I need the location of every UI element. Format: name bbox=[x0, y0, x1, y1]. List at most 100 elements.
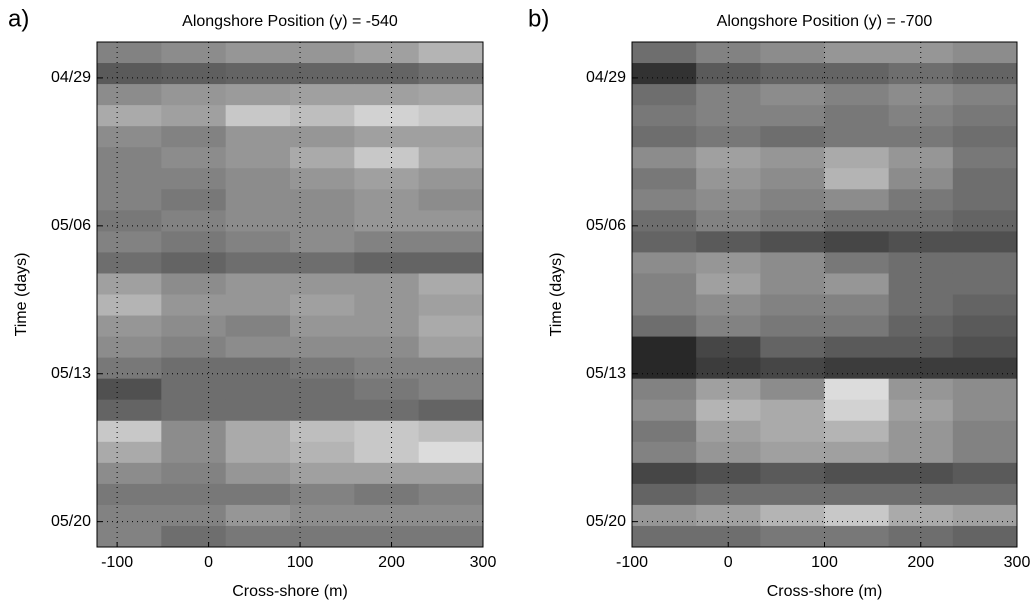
heatmap-cell bbox=[760, 336, 825, 359]
heatmap-cell bbox=[97, 126, 162, 148]
heatmap-cell bbox=[97, 63, 162, 85]
y-tick-label: 04/29 bbox=[51, 69, 91, 86]
heatmap-cell bbox=[824, 105, 890, 127]
heatmap-cell bbox=[760, 168, 825, 190]
heatmap-cell bbox=[888, 105, 954, 127]
heatmap-cell bbox=[354, 252, 420, 274]
heatmap-cell bbox=[632, 315, 697, 338]
y-tick-label: 05/06 bbox=[51, 217, 91, 234]
heatmap-cell bbox=[632, 483, 697, 506]
heatmap-cell bbox=[225, 315, 291, 338]
heatmap-cell bbox=[632, 168, 697, 190]
heatmap-cell bbox=[824, 315, 890, 338]
heatmap-cell bbox=[888, 168, 954, 190]
heatmap-cell bbox=[824, 420, 890, 443]
heatmap-cell bbox=[696, 357, 761, 380]
heatmap-cell bbox=[696, 126, 761, 148]
heatmap-cell bbox=[225, 63, 291, 85]
heatmap-cell bbox=[290, 441, 355, 464]
heatmap-cell bbox=[632, 378, 697, 401]
heatmap-cell bbox=[824, 231, 890, 253]
heatmap-cell bbox=[290, 126, 355, 148]
heatmap-cell bbox=[290, 273, 355, 295]
heatmap-cell bbox=[888, 273, 954, 295]
heatmap-cell bbox=[97, 42, 162, 64]
heatmap-cell bbox=[418, 294, 484, 317]
heatmap-cell bbox=[161, 336, 227, 359]
heatmap-cell bbox=[418, 441, 484, 464]
heatmap-cell bbox=[952, 210, 1018, 232]
heatmap-cell bbox=[354, 483, 420, 506]
chart-title: Alongshore Position (y) = -700 bbox=[717, 13, 933, 30]
heatmap-cell bbox=[418, 126, 484, 148]
heatmap-cell bbox=[824, 252, 890, 274]
heatmap-cell bbox=[824, 294, 890, 317]
heatmap-cell bbox=[952, 378, 1018, 401]
heatmap-cell bbox=[418, 189, 484, 211]
heatmap-cell bbox=[354, 504, 420, 527]
heatmap-cell bbox=[290, 336, 355, 359]
heatmap-cell bbox=[888, 210, 954, 232]
heatmap-cell bbox=[418, 231, 484, 253]
heatmap-cell bbox=[354, 273, 420, 295]
heatmap-cell bbox=[225, 147, 291, 169]
heatmap-cell bbox=[225, 189, 291, 211]
heatmap-cell bbox=[632, 189, 697, 211]
heatmap-cell bbox=[696, 210, 761, 232]
heatmap-cell bbox=[632, 273, 697, 295]
heatmap-cell bbox=[418, 336, 484, 359]
heatmap-cell bbox=[632, 525, 697, 548]
heatmap-cell bbox=[696, 378, 761, 401]
heatmap-cell bbox=[97, 462, 162, 485]
heatmap-cell bbox=[354, 399, 420, 422]
x-tick-label: 100 bbox=[287, 554, 314, 571]
heatmap-cell bbox=[824, 273, 890, 295]
y-tick-label: 05/20 bbox=[51, 513, 91, 530]
heatmap-cell bbox=[225, 231, 291, 253]
heatmap-cell bbox=[354, 168, 420, 190]
x-tick-label: 0 bbox=[724, 554, 733, 571]
heatmap-cell bbox=[161, 63, 227, 85]
heatmap-cell bbox=[696, 462, 761, 485]
heatmap-cell bbox=[354, 294, 420, 317]
heatmap-cell bbox=[760, 378, 825, 401]
heatmap-cell bbox=[952, 399, 1018, 422]
heatmap-cell bbox=[290, 147, 355, 169]
heatmap-cell bbox=[290, 168, 355, 190]
heatmap-cell bbox=[632, 462, 697, 485]
heatmap-cell bbox=[760, 441, 825, 464]
heatmap-cell bbox=[354, 462, 420, 485]
heatmap-cell bbox=[161, 483, 227, 506]
heatmap-cell bbox=[97, 168, 162, 190]
heatmap-cell bbox=[418, 147, 484, 169]
heatmap-cell bbox=[696, 399, 761, 422]
heatmap-cell bbox=[696, 294, 761, 317]
heatmap-cell bbox=[290, 252, 355, 274]
heatmap-cell bbox=[696, 189, 761, 211]
heatmap-cell bbox=[888, 63, 954, 85]
heatmap-cell bbox=[290, 504, 355, 527]
heatmap-cell bbox=[418, 84, 484, 106]
heatmap-cell bbox=[290, 462, 355, 485]
heatmap-cell bbox=[161, 147, 227, 169]
heatmap-cell bbox=[888, 357, 954, 380]
heatmap-cell bbox=[824, 42, 890, 64]
heatmap-cell bbox=[952, 84, 1018, 106]
heatmap-cell bbox=[97, 504, 162, 527]
heatmap-cell bbox=[888, 504, 954, 527]
x-tick-label: -100 bbox=[616, 554, 648, 571]
heatmap-cell bbox=[225, 42, 291, 64]
heatmap-cell bbox=[824, 399, 890, 422]
y-tick-label: 05/13 bbox=[586, 365, 626, 382]
heatmap-cell bbox=[354, 441, 420, 464]
heatmap-cell bbox=[760, 315, 825, 338]
heatmap-cell bbox=[952, 357, 1018, 380]
heatmap-cell bbox=[696, 63, 761, 85]
heatmap-cell bbox=[696, 420, 761, 443]
x-tick-label: 0 bbox=[204, 554, 213, 571]
y-tick-label: 05/13 bbox=[51, 365, 91, 382]
x-tick-label: 300 bbox=[1004, 554, 1031, 571]
heatmap-cell bbox=[824, 84, 890, 106]
heatmap-cell bbox=[824, 462, 890, 485]
heatmap-cell bbox=[225, 210, 291, 232]
